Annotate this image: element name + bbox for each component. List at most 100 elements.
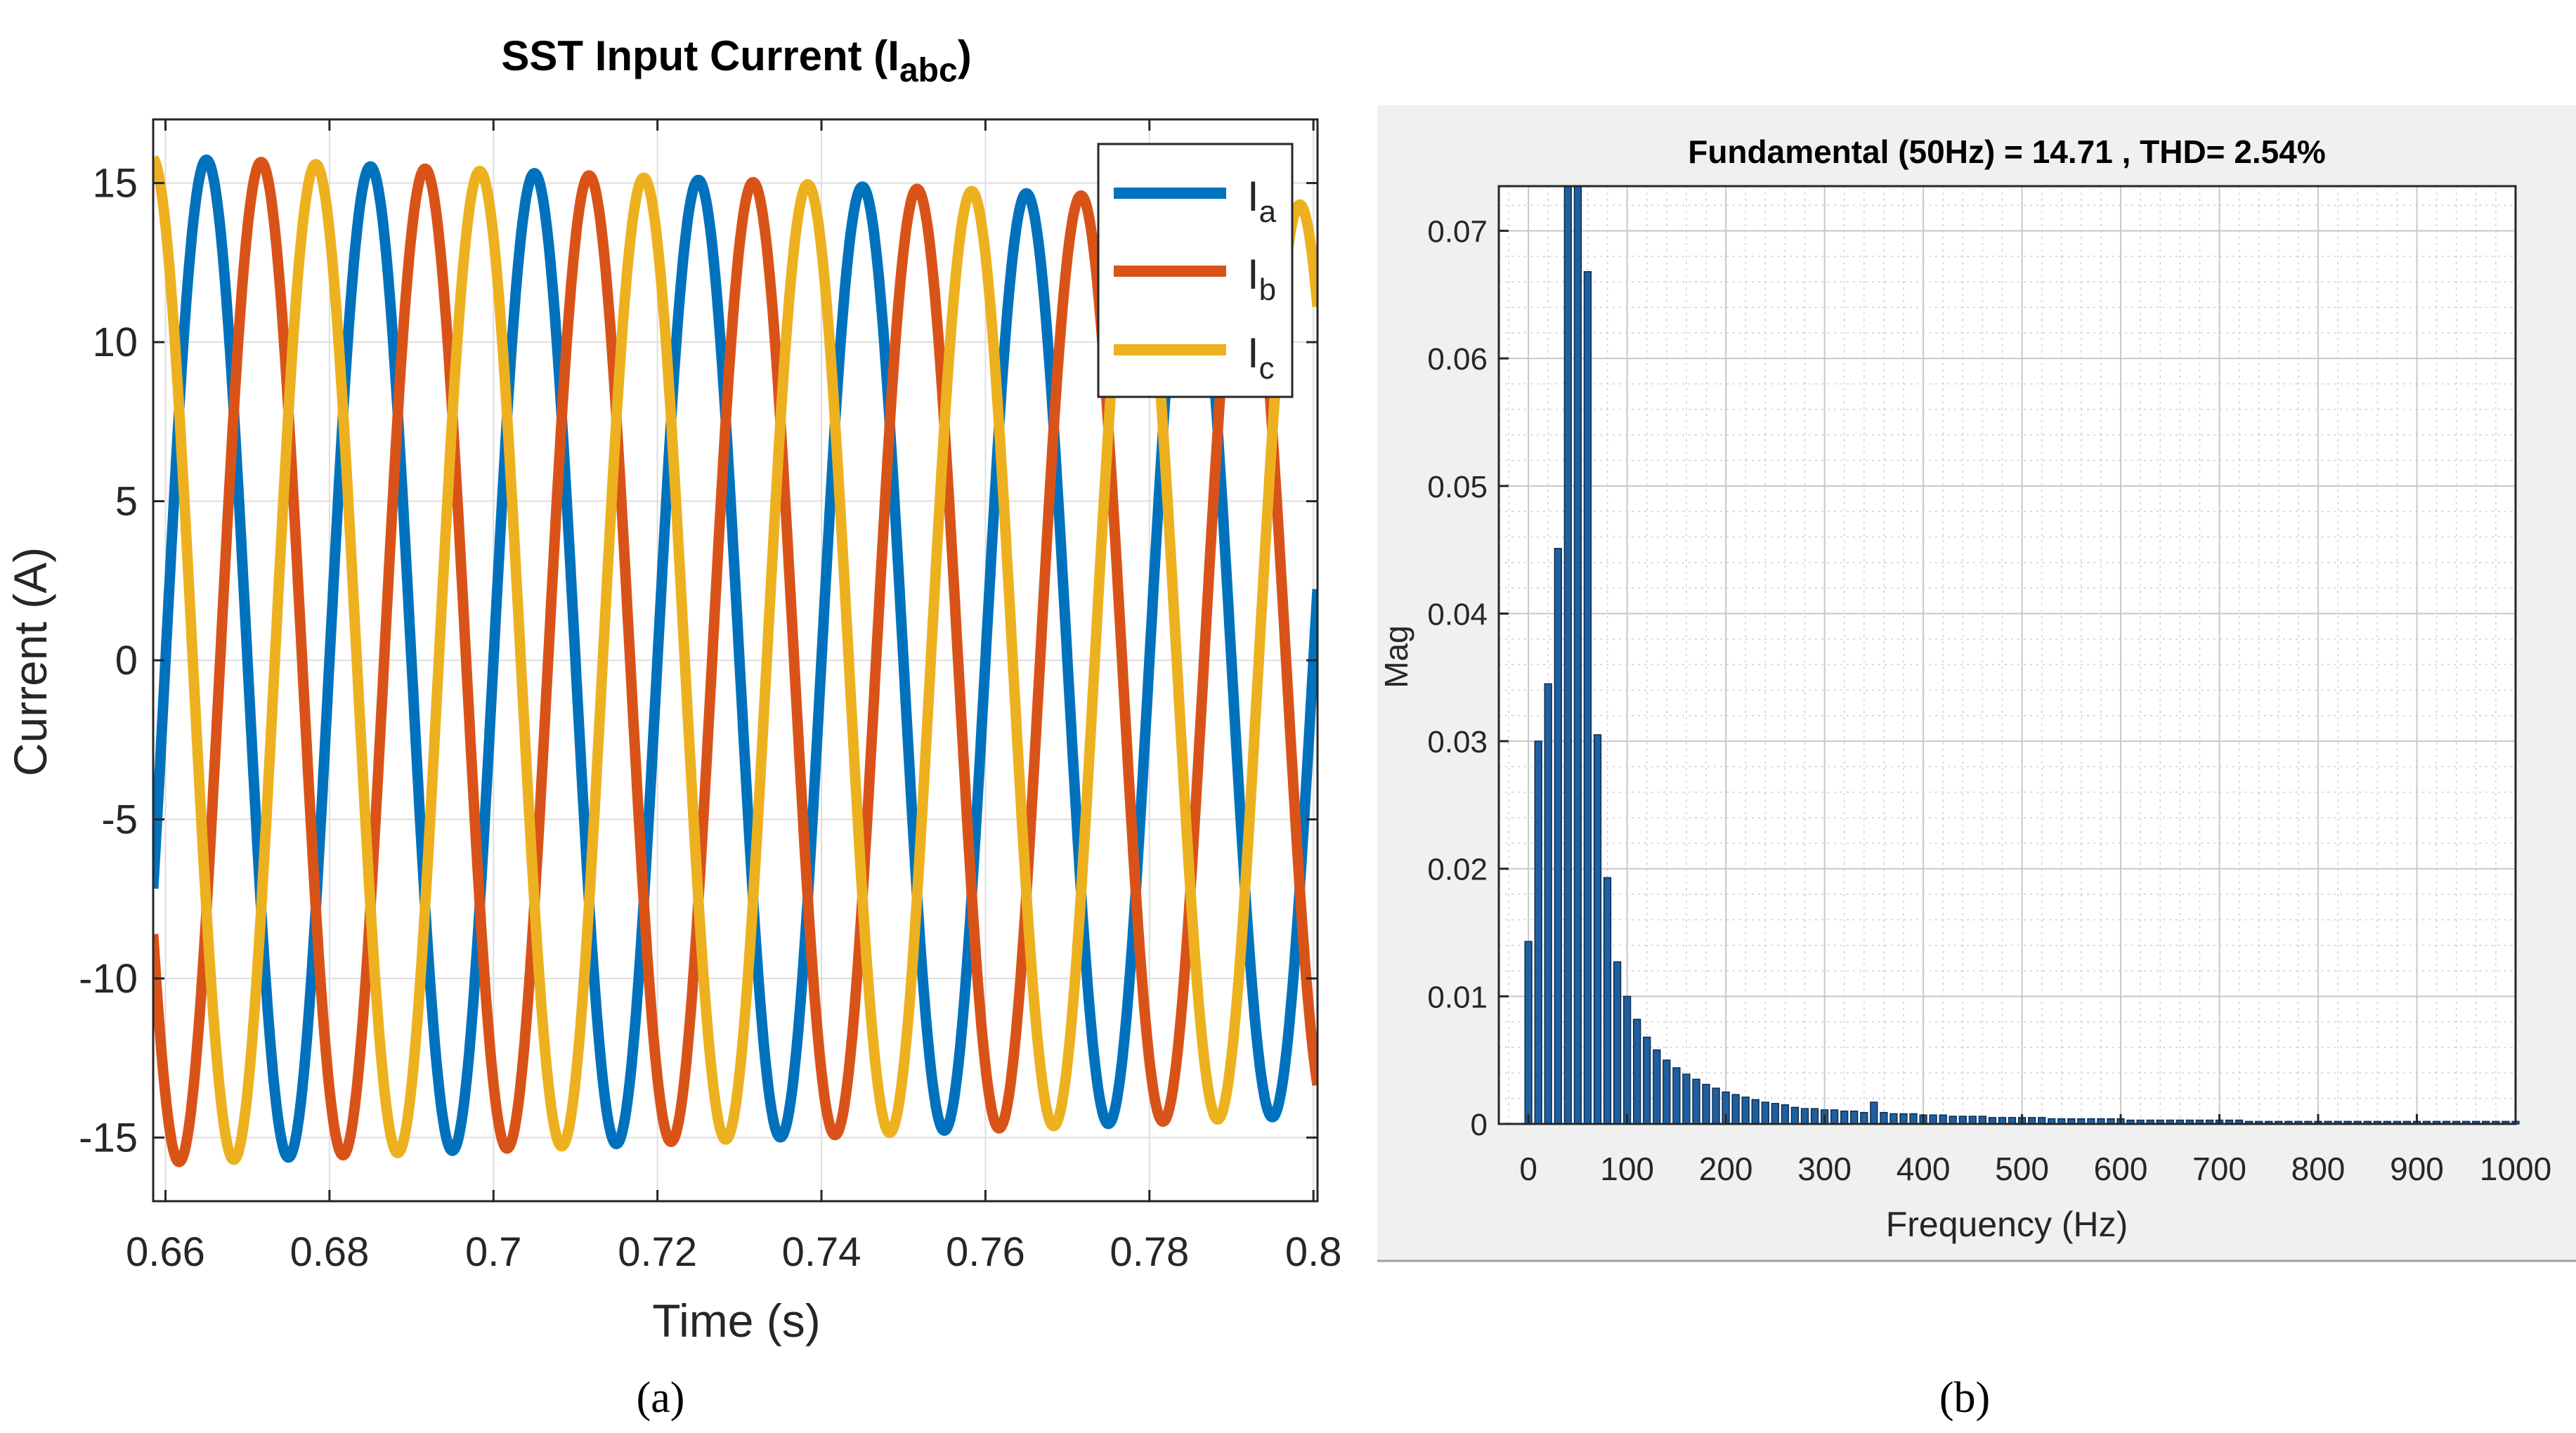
spectrum-bar <box>1771 1103 1779 1125</box>
panel-b-x-tick-label: 0 <box>1519 1151 1537 1187</box>
panel-a-y-tick-label: 10 <box>92 320 138 365</box>
panel-b-y-tick-label: 0.04 <box>1427 597 1488 632</box>
panel-a-y-tick-label: -15 <box>79 1115 138 1160</box>
spectrum-bar <box>1534 740 1542 1125</box>
spectrum-bar <box>1958 1115 1967 1125</box>
series-line-ia <box>153 155 1318 1163</box>
panel-b-x-tick-label: 600 <box>2094 1151 2148 1187</box>
panel-a-x-axis-label: Time (s) <box>652 1295 821 1347</box>
panel-b-x-tick-label: 500 <box>1995 1151 2049 1187</box>
panel-b-y-axis-label: Mag <box>1378 625 1414 688</box>
spectrum-bar <box>1643 1036 1651 1125</box>
panel-a-title-main: SST Input Current (I <box>501 32 899 79</box>
spectrum-bar <box>1682 1073 1691 1125</box>
panel-b-x-tick-label: 100 <box>1600 1151 1654 1187</box>
panel-b-y-tick-label: 0.06 <box>1427 342 1488 377</box>
panel-b-y-tick-label: 0.07 <box>1427 215 1488 249</box>
panel-a-y-tick-label: -5 <box>101 797 138 842</box>
panel-b-bars <box>1524 185 2520 1125</box>
spectrum-bar <box>1653 1049 1661 1125</box>
panel-a-title: SST Input Current (Iabc) <box>501 32 971 89</box>
spectrum-bar <box>1860 1111 1868 1125</box>
panel-a-x-tick-label: 0.8 <box>1285 1229 1342 1275</box>
spectrum-bar <box>1741 1097 1750 1125</box>
panel-b-x-tick-label: 1000 <box>2480 1151 2551 1187</box>
panel-b-x-axis-label: Frequency (Hz) <box>1886 1205 2128 1244</box>
legend-label-ic: Ic <box>1247 329 1275 386</box>
panel-a-title-close: ) <box>958 32 972 79</box>
spectrum-bar <box>1692 1078 1700 1125</box>
spectrum-bar <box>1810 1108 1819 1125</box>
spectrum-bar <box>1613 961 1622 1125</box>
panel-b-y-tick-label: 0.03 <box>1427 725 1488 759</box>
spectrum-bar <box>1633 1019 1641 1125</box>
spectrum-bar <box>1929 1114 1937 1125</box>
spectrum-bar <box>1583 270 1592 1125</box>
spectrum-bar <box>1840 1111 1849 1125</box>
spectrum-bar <box>1800 1108 1809 1125</box>
panel-a-x-tick-label: 0.74 <box>782 1229 861 1275</box>
panel-a-x-tick-label: 0.66 <box>126 1229 205 1275</box>
panel-a-y-tick-label: 15 <box>92 161 138 207</box>
spectrum-bar <box>1544 683 1552 1125</box>
panel-b-plot-area <box>1499 186 2516 1124</box>
spectrum-bar <box>1603 877 1612 1125</box>
panel-b-x-tick-label: 700 <box>2192 1151 2246 1187</box>
spectrum-bar <box>1712 1087 1720 1125</box>
panel-b-y-tick-label: 0.05 <box>1427 470 1488 504</box>
spectrum-bar <box>1663 1059 1671 1125</box>
panel-a-x-tick-label: 0.78 <box>1110 1229 1189 1275</box>
panel-a-y-tick-label: 5 <box>115 479 138 525</box>
panel-b-y-tick-label: 0.02 <box>1427 853 1488 887</box>
spectrum-bar <box>1524 941 1533 1125</box>
panel-a-x-tick-label: 0.72 <box>618 1229 697 1275</box>
spectrum-bar <box>1593 734 1602 1125</box>
spectrum-bar <box>1889 1113 1898 1125</box>
panel-a-current-plot: SST Input Current (Iabc) 0.66 0.68 0.7 0.72… <box>4 32 1341 1422</box>
spectrum-bar <box>1850 1111 1859 1125</box>
panel-a-y-tick-label: 0 <box>115 638 138 683</box>
panel-a-title-sub: abc <box>899 52 958 89</box>
panel-b-fft-plot: Fundamental (50Hz) = 14.71 , THD= 2.54% … <box>1377 105 2576 1422</box>
spectrum-bar <box>1672 1067 1681 1125</box>
panel-b-axes-frame <box>1497 185 2517 1125</box>
panel-b-ticks: 0 100 200 300 400 500 600 700 800 900 1000 0 0.01 0.0… <box>1427 215 2551 1187</box>
panel-a-y-tick-label: -10 <box>79 956 138 1002</box>
panel-b-y-tick-label: 0 <box>1471 1108 1488 1142</box>
spectrum-bar <box>1622 995 1632 1125</box>
panel-a-y-axis-label: Current (A) <box>4 547 56 776</box>
spectrum-bar <box>1702 1083 1710 1125</box>
spectrum-bar <box>1870 1101 1878 1125</box>
panel-b-x-tick-label: 200 <box>1699 1151 1753 1187</box>
panel-b-x-tick-label: 900 <box>2390 1151 2444 1187</box>
spectrum-bar <box>1899 1113 1908 1125</box>
panel-a-x-tick-label: 0.76 <box>946 1229 1025 1275</box>
panel-b-title: Fundamental (50Hz) = 14.71 , THD= 2.54% <box>1688 133 2326 170</box>
series-line-ib <box>153 157 1318 1167</box>
panel-b-x-tick-label: 300 <box>1797 1151 1852 1187</box>
panel-b-x-tick-label: 800 <box>2291 1151 2346 1187</box>
spectrum-bar <box>1554 548 1562 1125</box>
panel-b-caption: (b) <box>1939 1374 1990 1422</box>
spectrum-bar <box>1761 1101 1769 1125</box>
spectrum-bar <box>1949 1115 1957 1125</box>
spectrum-bar <box>1830 1109 1839 1125</box>
spectrum-bar <box>1751 1099 1759 1125</box>
panel-a-ticks: 0.66 0.68 0.7 0.72 0.74 0.76 0.78 0.8 -15 -10 -5 0 5… <box>79 119 1341 1275</box>
spectrum-bar <box>1781 1104 1790 1125</box>
panel-a-x-tick-label: 0.68 <box>290 1229 369 1275</box>
spectrum-bar <box>1909 1113 1918 1125</box>
spectrum-bar <box>1563 185 1572 1125</box>
spectrum-bar <box>1790 1106 1800 1125</box>
spectrum-bar <box>1880 1111 1888 1125</box>
legend-label-ib: Ib <box>1247 251 1276 307</box>
spectrum-bar <box>1978 1115 1987 1125</box>
panel-a-x-tick-label: 0.7 <box>465 1229 522 1275</box>
spectrum-bar <box>1731 1094 1740 1125</box>
panel-a-legend: Ia Ib Ic <box>1097 143 1294 398</box>
spectrum-bar <box>1968 1115 1977 1125</box>
spectrum-bar <box>1939 1114 1947 1125</box>
panel-b-y-tick-label: 0.01 <box>1427 980 1488 1014</box>
panel-a-caption: (a) <box>637 1374 685 1422</box>
